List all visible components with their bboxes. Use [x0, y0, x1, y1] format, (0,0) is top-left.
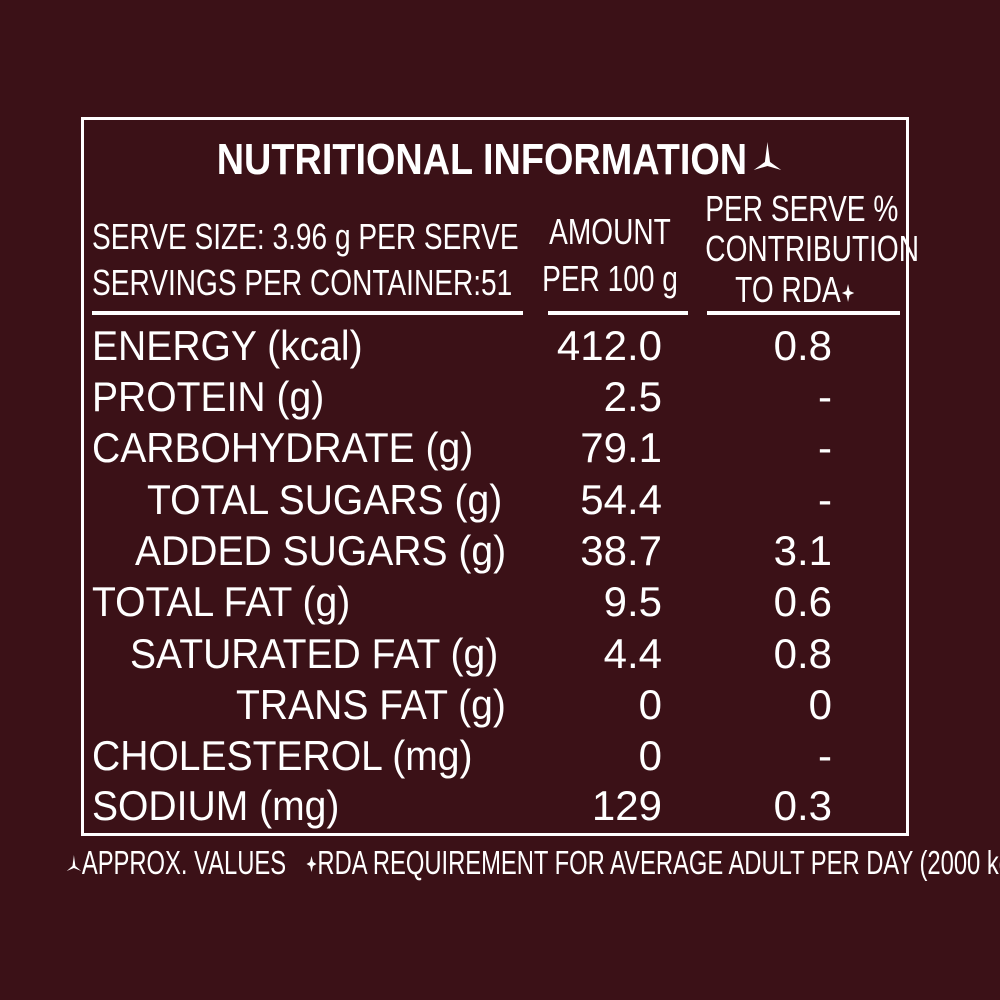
header-divider-label [92, 311, 523, 315]
table-row: ENERGY (kcal) 412.0 0.8 [0, 325, 1000, 377]
footnote-rda: RDA REQUIREMENT FOR AVERAGE ADULT PER DA… [317, 844, 1000, 881]
table-row: SODIUM (mg) 129 0.3 [0, 785, 1000, 837]
row-rda: - [818, 732, 832, 779]
row-rda: 3.1 [773, 527, 832, 574]
panel-title: NUTRITIONAL INFORMATION [70, 138, 930, 182]
footnote-approx: APPROX. VALUES [81, 844, 287, 881]
rda-header-line2: CONTRIBUTION [705, 228, 920, 269]
table-row: PROTEIN (g) 2.5 - [0, 376, 1000, 428]
row-label: ADDED SUGARS (g) [135, 527, 507, 574]
nutrition-panel-border [81, 117, 909, 836]
three-point-star-icon [752, 138, 783, 182]
row-amount: 9.5 [603, 578, 662, 625]
row-rda: 0.8 [773, 630, 832, 677]
table-row: TOTAL FAT (g) 9.5 0.6 [0, 581, 1000, 633]
row-rda: - [818, 476, 832, 523]
amount-header-line1: AMOUNT [549, 211, 671, 252]
four-point-star-icon [841, 272, 855, 308]
table-row: CARBOHYDRATE (g) 79.1 - [0, 427, 1000, 479]
table-row: TOTAL SUGARS (g) 54.4 - [0, 479, 1000, 531]
row-label: SODIUM (mg) [92, 782, 340, 829]
row-rda: 0.3 [773, 782, 832, 829]
row-amount: 0 [638, 681, 662, 728]
four-point-star-icon [306, 846, 318, 879]
row-rda: 0.8 [773, 322, 832, 369]
row-label: SATURATED FAT (g) [130, 630, 499, 677]
servings-per-container: SERVINGS PER CONTAINER:51 [92, 262, 513, 303]
rda-header-line3: TO RDA [705, 272, 884, 308]
row-label: CARBOHYDRATE (g) [92, 424, 474, 471]
row-label: PROTEIN (g) [92, 373, 325, 420]
header-divider-rda [707, 311, 900, 315]
header-divider-amount [548, 311, 688, 315]
amount-header-line2: PER 100 g [542, 258, 678, 299]
row-rda: 0 [808, 681, 832, 728]
row-label: TOTAL SUGARS (g) [147, 476, 503, 523]
table-row: ADDED SUGARS (g) 38.7 3.1 [0, 530, 1000, 582]
table-row: CHOLESTEROL (mg) 0 - [0, 735, 1000, 787]
row-amount: 129 [591, 782, 662, 829]
table-row: SATURATED FAT (g) 4.4 0.8 [0, 633, 1000, 685]
title-text: NUTRITIONAL INFORMATION [216, 135, 748, 184]
rda-header-line3-text: TO RDA [735, 269, 841, 310]
row-label: ENERGY (kcal) [92, 322, 363, 369]
row-label: CHOLESTEROL (mg) [92, 732, 473, 779]
three-point-star-icon [66, 846, 82, 879]
row-amount: 54.4 [580, 476, 662, 523]
row-rda: - [818, 373, 832, 420]
row-amount: 412.0 [556, 322, 662, 369]
row-amount: 2.5 [603, 373, 662, 420]
row-amount: 4.4 [603, 630, 662, 677]
row-rda: - [818, 424, 832, 471]
row-amount: 0 [638, 732, 662, 779]
row-amount: 38.7 [580, 527, 662, 574]
table-row: TRANS FAT (g) 0 0 [0, 684, 1000, 736]
footnote: APPROX. VALUES RDA REQUIREMENT FOR AVERA… [66, 846, 1000, 879]
serve-size: SERVE SIZE: 3.96 g PER SERVE [92, 216, 519, 257]
rda-header-line1: PER SERVE % [705, 188, 899, 229]
row-amount: 79.1 [580, 424, 662, 471]
row-label: TRANS FAT (g) [236, 681, 506, 728]
row-label: TOTAL FAT (g) [92, 578, 351, 625]
row-rda: 0.6 [773, 578, 832, 625]
